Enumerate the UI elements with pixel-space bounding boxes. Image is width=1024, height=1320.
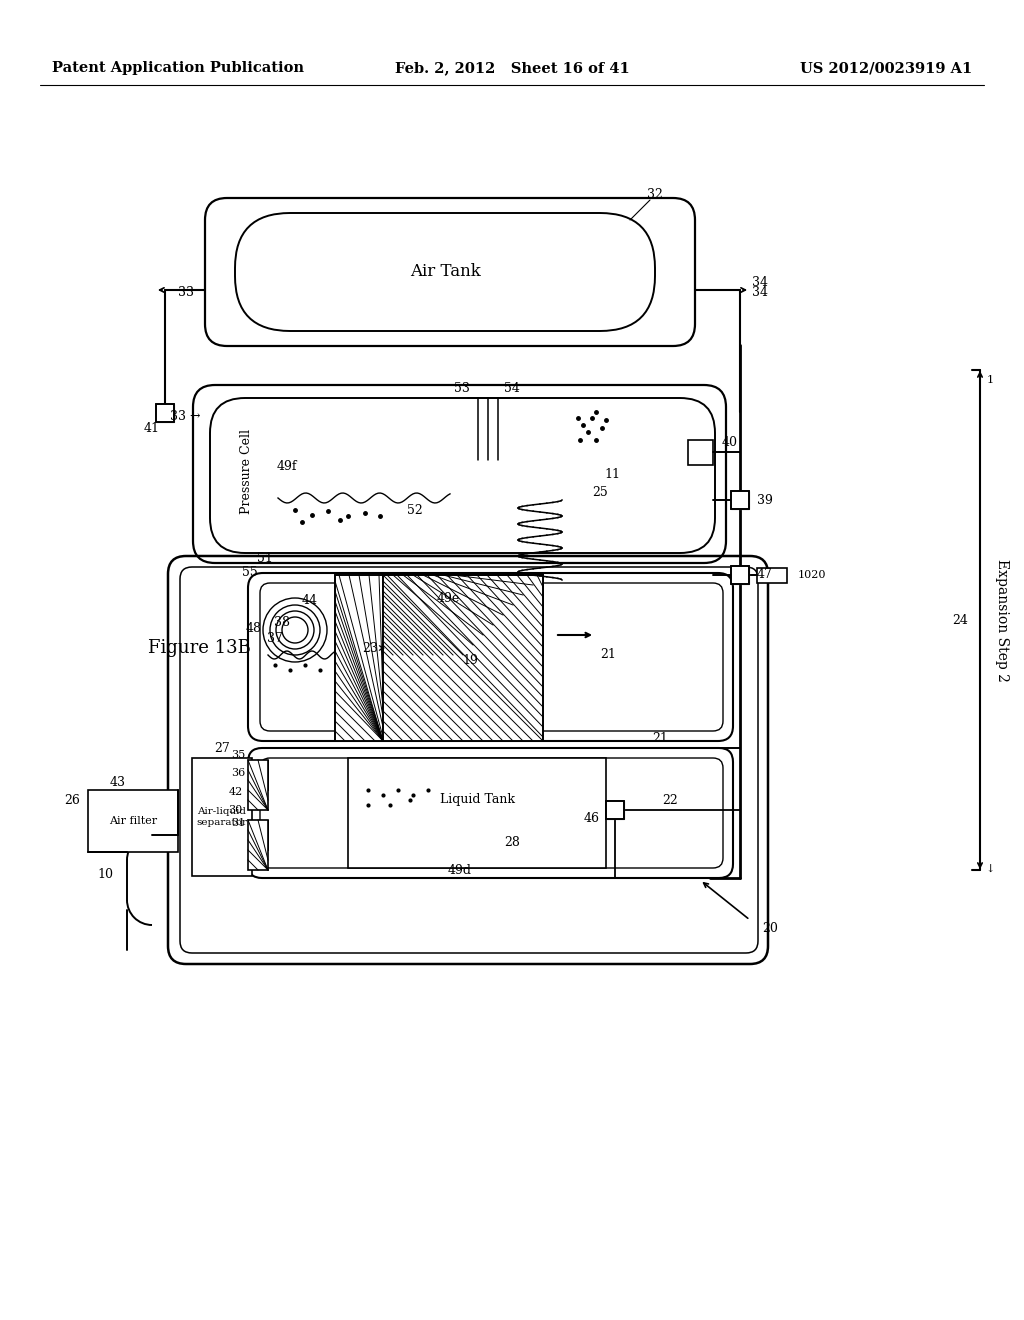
Text: 49e: 49e bbox=[436, 591, 460, 605]
Text: 11: 11 bbox=[604, 469, 620, 482]
Text: Figure 13B: Figure 13B bbox=[148, 639, 251, 657]
Text: 40: 40 bbox=[722, 436, 738, 449]
Text: ↓: ↓ bbox=[985, 865, 994, 875]
Bar bbox=[731, 491, 749, 510]
Text: 38: 38 bbox=[274, 615, 290, 628]
Bar bbox=[606, 801, 624, 818]
Text: 44: 44 bbox=[302, 594, 318, 606]
Text: 49f: 49f bbox=[276, 459, 297, 473]
Text: 10: 10 bbox=[97, 869, 113, 882]
Bar bbox=[88, 789, 178, 851]
Text: Pressure Cell: Pressure Cell bbox=[240, 429, 253, 515]
Polygon shape bbox=[156, 404, 174, 422]
Bar bbox=[731, 491, 749, 510]
Text: 34: 34 bbox=[752, 286, 768, 300]
Text: 36: 36 bbox=[230, 768, 245, 777]
Text: 53: 53 bbox=[454, 381, 470, 395]
Text: 33 →: 33 → bbox=[170, 409, 200, 422]
FancyBboxPatch shape bbox=[248, 748, 733, 878]
Text: 30: 30 bbox=[228, 805, 242, 814]
Text: 20: 20 bbox=[762, 921, 778, 935]
Bar bbox=[383, 576, 543, 741]
Text: 22: 22 bbox=[663, 793, 678, 807]
Bar bbox=[757, 568, 787, 583]
Bar bbox=[348, 758, 606, 869]
Bar bbox=[156, 404, 174, 422]
Text: 51: 51 bbox=[257, 552, 273, 565]
Text: 35: 35 bbox=[230, 750, 245, 760]
Text: 37: 37 bbox=[267, 631, 283, 644]
Bar bbox=[193, 758, 252, 876]
Text: 33: 33 bbox=[178, 286, 194, 300]
Text: 41: 41 bbox=[144, 421, 160, 434]
Text: 55: 55 bbox=[242, 565, 258, 578]
Text: 19: 19 bbox=[462, 653, 478, 667]
Polygon shape bbox=[606, 801, 624, 818]
Text: 23: 23 bbox=[362, 642, 378, 655]
Bar bbox=[688, 440, 713, 465]
Text: 1: 1 bbox=[986, 375, 993, 385]
Text: 39: 39 bbox=[757, 494, 773, 507]
Text: 43: 43 bbox=[110, 776, 126, 789]
Bar bbox=[335, 576, 383, 741]
Text: 54: 54 bbox=[504, 381, 520, 395]
Text: Expansion Step 2: Expansion Step 2 bbox=[995, 558, 1009, 681]
Text: 31: 31 bbox=[230, 818, 245, 828]
Bar bbox=[383, 576, 543, 655]
Polygon shape bbox=[731, 491, 749, 510]
Polygon shape bbox=[731, 566, 749, 583]
Text: 25: 25 bbox=[592, 486, 608, 499]
Text: 32: 32 bbox=[647, 189, 663, 202]
Text: 46: 46 bbox=[584, 812, 600, 825]
Text: 49d: 49d bbox=[449, 863, 472, 876]
FancyBboxPatch shape bbox=[234, 213, 655, 331]
FancyBboxPatch shape bbox=[248, 573, 733, 741]
Text: 34: 34 bbox=[752, 276, 768, 289]
Bar bbox=[731, 566, 749, 583]
Text: 21: 21 bbox=[652, 731, 668, 744]
Text: 28: 28 bbox=[504, 837, 520, 850]
Bar bbox=[248, 820, 268, 870]
Text: Feb. 2, 2012   Sheet 16 of 41: Feb. 2, 2012 Sheet 16 of 41 bbox=[394, 61, 630, 75]
Bar bbox=[248, 760, 268, 810]
Text: Air-liquid
separator: Air-liquid separator bbox=[197, 808, 248, 826]
Text: 26: 26 bbox=[65, 793, 80, 807]
Text: 1020: 1020 bbox=[798, 570, 826, 579]
Text: 24: 24 bbox=[952, 614, 968, 627]
Bar bbox=[731, 566, 749, 583]
Text: 48: 48 bbox=[246, 622, 262, 635]
Text: 47: 47 bbox=[757, 569, 773, 582]
Text: 21: 21 bbox=[600, 648, 616, 661]
Bar bbox=[606, 801, 624, 818]
FancyBboxPatch shape bbox=[210, 399, 715, 553]
Text: 27: 27 bbox=[214, 742, 229, 755]
Text: Air filter: Air filter bbox=[109, 816, 157, 826]
Text: Liquid Tank: Liquid Tank bbox=[439, 793, 514, 807]
Text: US 2012/0023919 A1: US 2012/0023919 A1 bbox=[800, 61, 972, 75]
Text: Patent Application Publication: Patent Application Publication bbox=[52, 61, 304, 75]
Bar bbox=[156, 404, 174, 422]
Text: 42: 42 bbox=[229, 787, 243, 797]
Text: 52: 52 bbox=[408, 503, 423, 516]
Text: Air Tank: Air Tank bbox=[410, 264, 480, 281]
